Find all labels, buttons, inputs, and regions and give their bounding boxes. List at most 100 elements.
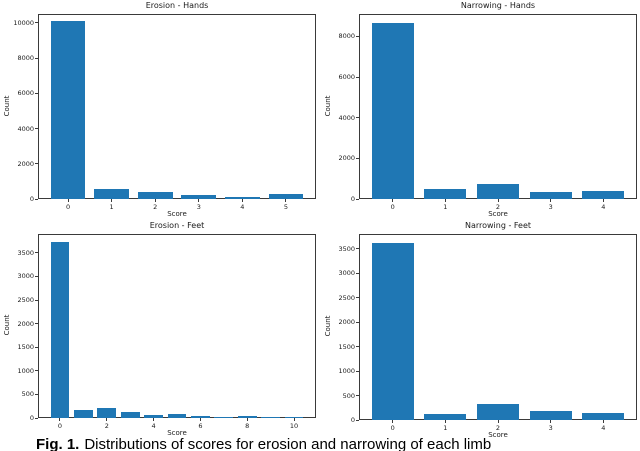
bar: [424, 188, 467, 199]
x-tick-mark: [246, 418, 248, 421]
x-tick-label: 10: [289, 421, 299, 430]
x-tick-label: 4: [151, 421, 156, 430]
bar: [181, 195, 217, 199]
y-tick-mark: [356, 419, 359, 421]
caption-text: Distributions of scores for erosion and …: [84, 436, 492, 451]
plot-frame: [38, 234, 316, 418]
x-tick-mark: [550, 199, 552, 202]
plot-frame: [38, 14, 316, 199]
x-tick-mark: [106, 418, 108, 421]
bar: [224, 197, 260, 199]
x-tick-label: 1: [109, 202, 114, 211]
y-tick-mark: [35, 275, 38, 277]
figure-caption: Fig. 1. Distributions of scores for erosi…: [36, 436, 491, 451]
x-tick-mark: [111, 199, 113, 202]
x-tick-mark: [444, 199, 446, 202]
x-tick-label: 0: [390, 202, 395, 211]
bar: [74, 409, 93, 418]
x-tick-mark: [444, 420, 446, 423]
x-tick-label: 3: [548, 202, 553, 211]
bar: [167, 414, 187, 418]
bar: [476, 183, 520, 199]
bar: [529, 411, 572, 420]
x-tick-label: 1: [443, 202, 448, 211]
y-tick-label: 2500: [17, 296, 34, 305]
x-tick-label: 4: [601, 423, 606, 432]
y-tick-label: 2500: [338, 293, 355, 302]
y-tick-label: 500: [21, 390, 34, 399]
bar: [191, 416, 210, 418]
y-tick-mark: [356, 321, 359, 323]
y-tick-mark: [35, 128, 38, 130]
x-tick-mark: [67, 199, 69, 202]
x-tick-label: 2: [104, 421, 109, 430]
chart-title: Erosion - Hands: [145, 1, 209, 10]
y-tick-label: 4000: [17, 124, 34, 133]
y-tick-mark: [356, 198, 359, 200]
x-tick-label: 3: [548, 423, 553, 432]
y-tick-label: 8000: [338, 32, 355, 41]
x-tick-label: 2: [153, 202, 158, 211]
y-tick-label: 4000: [338, 113, 355, 122]
x-tick-mark: [285, 199, 287, 202]
x-tick-mark: [293, 418, 295, 421]
y-tick-label: 2000: [17, 319, 34, 328]
y-tick-label: 1000: [338, 367, 355, 376]
y-tick-mark: [35, 198, 38, 200]
plot-frame: [359, 234, 637, 420]
x-tick-label: 8: [245, 421, 250, 430]
y-tick-mark: [356, 35, 359, 37]
bar: [371, 23, 414, 199]
x-tick-mark: [154, 199, 156, 202]
y-tick-label: 3500: [17, 248, 34, 257]
y-tick-mark: [356, 395, 359, 397]
y-tick-label: 2000: [338, 318, 355, 327]
y-tick-label: 1500: [338, 342, 355, 351]
bar: [50, 242, 70, 418]
y-tick-label: 6000: [338, 73, 355, 82]
x-axis-label: Score: [488, 210, 508, 218]
y-axis-label: Count: [324, 315, 332, 337]
y-tick-mark: [35, 323, 38, 325]
y-tick-mark: [35, 346, 38, 348]
x-tick-mark: [497, 199, 499, 202]
x-tick-label: 2: [495, 202, 501, 211]
caption-label: Fig. 1.: [36, 436, 80, 451]
y-tick-label: 3000: [338, 269, 355, 278]
bar: [424, 414, 467, 420]
y-tick-mark: [35, 57, 38, 59]
x-tick-mark: [241, 199, 243, 202]
y-tick-mark: [356, 248, 359, 250]
x-tick-label: 0: [57, 421, 63, 430]
x-tick-mark: [392, 420, 394, 423]
bar: [582, 412, 625, 420]
x-tick-mark: [198, 199, 200, 202]
x-tick-label: 3: [196, 202, 201, 211]
x-tick-label: 5: [283, 202, 288, 211]
x-axis-label: Score: [167, 210, 187, 218]
x-tick-mark: [497, 420, 499, 423]
y-tick-mark: [356, 272, 359, 274]
y-tick-mark: [35, 393, 38, 395]
bar: [237, 416, 257, 418]
x-tick-mark: [199, 418, 201, 421]
y-tick-mark: [356, 117, 359, 119]
y-tick-label: 6000: [17, 89, 34, 98]
x-tick-mark: [550, 420, 552, 423]
y-axis-label: Count: [3, 314, 11, 336]
y-tick-label: 0: [29, 414, 34, 422]
y-tick-label: 8000: [17, 54, 34, 63]
y-tick-label: 10000: [13, 18, 34, 27]
y-tick-mark: [35, 370, 38, 372]
bar: [97, 407, 117, 418]
chart-title: Narrowing - Hands: [460, 1, 536, 10]
x-tick-mark: [602, 420, 604, 423]
y-tick-mark: [35, 252, 38, 254]
y-tick-label: 0: [350, 416, 355, 424]
bar: [261, 417, 280, 418]
y-tick-mark: [35, 163, 38, 165]
x-tick-label: 6: [198, 421, 203, 430]
y-tick-mark: [356, 76, 359, 78]
